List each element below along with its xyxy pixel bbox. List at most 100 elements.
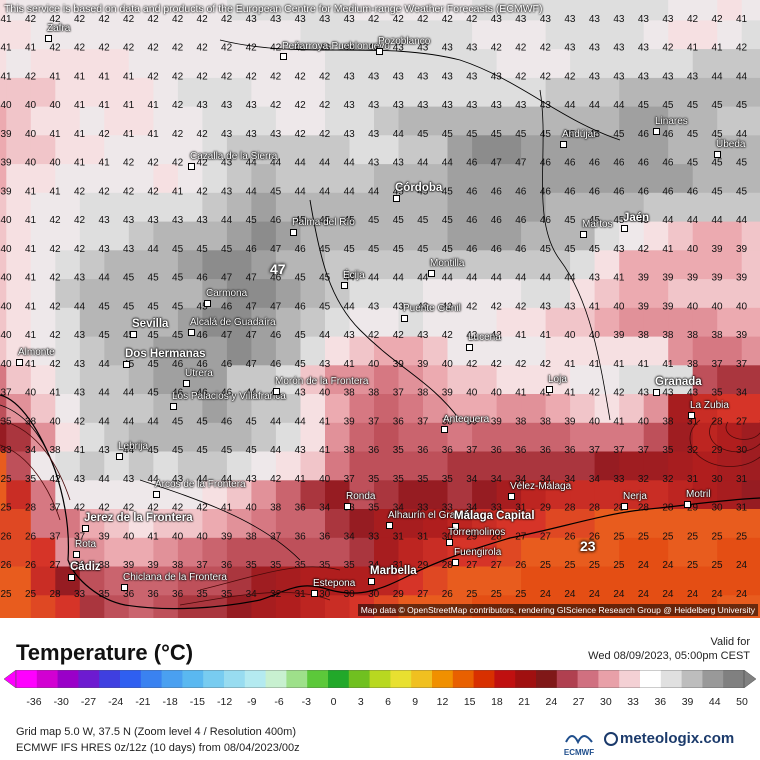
- grid-info: Grid map 5.0 W, 37.5 N (Zoom level 4 / R…: [16, 726, 297, 738]
- temperature-cell: [202, 135, 228, 165]
- temperature-cell: [521, 192, 547, 223]
- map-attribution[interactable]: Map data © OpenStreetMap contributors, r…: [357, 604, 758, 616]
- temperature-value: 25: [687, 560, 699, 571]
- temperature-value: 38: [662, 416, 674, 427]
- temperature-cell: [128, 164, 155, 194]
- temperature-cell: [30, 394, 57, 424]
- temperature-cell: [226, 77, 253, 108]
- temperature-value: 45: [319, 244, 331, 255]
- scale-color-step: [120, 670, 142, 688]
- temperature-value: 42: [466, 330, 478, 341]
- scale-color-step: [556, 670, 579, 688]
- temperature-cell: [251, 365, 277, 395]
- temperature-value: 41: [564, 359, 576, 370]
- temperature-cell: [472, 77, 498, 108]
- temperature-value: 43: [221, 158, 233, 169]
- temperature-cell: [6, 20, 32, 51]
- city-marker: [560, 141, 567, 148]
- temperature-cell: [226, 49, 253, 79]
- temperature-value: 25: [0, 589, 12, 600]
- city-marker: [341, 282, 348, 289]
- temperature-cell: [349, 365, 375, 395]
- temperature-cell: [741, 394, 760, 424]
- meteologix-brand[interactable]: meteologix.com: [604, 730, 734, 747]
- temperature-value: 41: [148, 531, 160, 542]
- temperature-value: 43: [515, 14, 527, 25]
- temperature-cell: [545, 77, 572, 108]
- temperature-value: 39: [442, 388, 454, 399]
- temperature-cell: [349, 509, 375, 539]
- scale-color-step: [598, 670, 620, 688]
- temperature-value: 37: [368, 416, 380, 427]
- temperature-value: 43: [295, 388, 307, 399]
- temperature-value: 42: [491, 43, 503, 54]
- temperature-value: 47: [270, 301, 282, 312]
- temperature-cell: [447, 422, 473, 453]
- temperature-cell: [300, 0, 326, 22]
- temperature-cell: [104, 49, 130, 79]
- temperature-value: 44: [711, 72, 723, 83]
- temperature-value: 45: [344, 244, 356, 255]
- temperature-cell: [349, 135, 375, 165]
- temperature-cell: [570, 336, 596, 367]
- temperature-cell: [349, 480, 375, 510]
- city-label: Palma del Río: [292, 217, 355, 228]
- temperature-cell: [643, 509, 670, 539]
- temperature-cell: [423, 307, 449, 338]
- temperature-cell: [423, 221, 449, 252]
- temperature-cell: [55, 307, 81, 338]
- temperature-cell: [251, 77, 277, 108]
- temperature-cell: [128, 192, 155, 223]
- temperature-value: 44: [123, 416, 135, 427]
- temperature-cell: [79, 221, 106, 252]
- temperature-cell: [104, 480, 130, 510]
- temperature-cell: [177, 365, 204, 395]
- temperature-value: 42: [295, 72, 307, 83]
- temperature-value: 40: [466, 388, 478, 399]
- temperature-value: 36: [540, 445, 552, 456]
- city-marker: [188, 329, 195, 336]
- temperature-cell: [104, 77, 130, 108]
- temperature-cell: [570, 422, 596, 453]
- temperature-value: 47: [221, 273, 233, 284]
- temperature-cell: [447, 307, 473, 338]
- temperature-cell: [741, 164, 760, 194]
- temperature-value: 42: [49, 474, 61, 485]
- temperature-cell: [521, 537, 547, 568]
- temperature-cell: [643, 250, 670, 280]
- city-marker: [311, 590, 318, 597]
- temperature-value: 42: [49, 330, 61, 341]
- city-marker: [344, 503, 351, 510]
- temperature-cell: [104, 221, 130, 252]
- temperature-cell: [300, 394, 326, 424]
- temperature-value: 47: [246, 301, 258, 312]
- temperature-value: 37: [638, 445, 650, 456]
- temperature-value: 35: [295, 560, 307, 571]
- scale-tick-label: -6: [274, 696, 284, 708]
- temperature-cell: [545, 422, 572, 453]
- temperature-cell: [447, 394, 473, 424]
- temperature-cell: [6, 192, 32, 223]
- temperature-cell: [275, 509, 302, 539]
- temperature-value: 42: [442, 330, 454, 341]
- temperature-value: 26: [442, 589, 454, 600]
- city-label: Antequera: [443, 414, 490, 425]
- temperature-cell: [6, 307, 32, 338]
- temperature-value: 41: [25, 244, 37, 255]
- temperature-value: 45: [221, 445, 233, 456]
- temperature-value: 30: [442, 531, 454, 542]
- scale-color-step: [681, 670, 703, 688]
- temperature-cell: [128, 250, 155, 280]
- temperature-value: 36: [368, 445, 380, 456]
- temperature-cell: [349, 192, 375, 223]
- temperature-value: 36: [123, 589, 135, 600]
- temperature-value: 41: [25, 330, 37, 341]
- temperature-value: 36: [417, 445, 429, 456]
- temperature-cell: [668, 20, 694, 51]
- temperature-cell: [643, 537, 670, 568]
- temperature-cell: [717, 566, 743, 597]
- temperature-cell: [619, 509, 645, 539]
- temperature-cell: [226, 0, 253, 22]
- weather-map[interactable]: 41 42 42 42 42 42 42 42 42 42 43 43 43 43 43 42 42 42 42 42…: [0, 0, 760, 618]
- temperature-cell: [30, 164, 57, 194]
